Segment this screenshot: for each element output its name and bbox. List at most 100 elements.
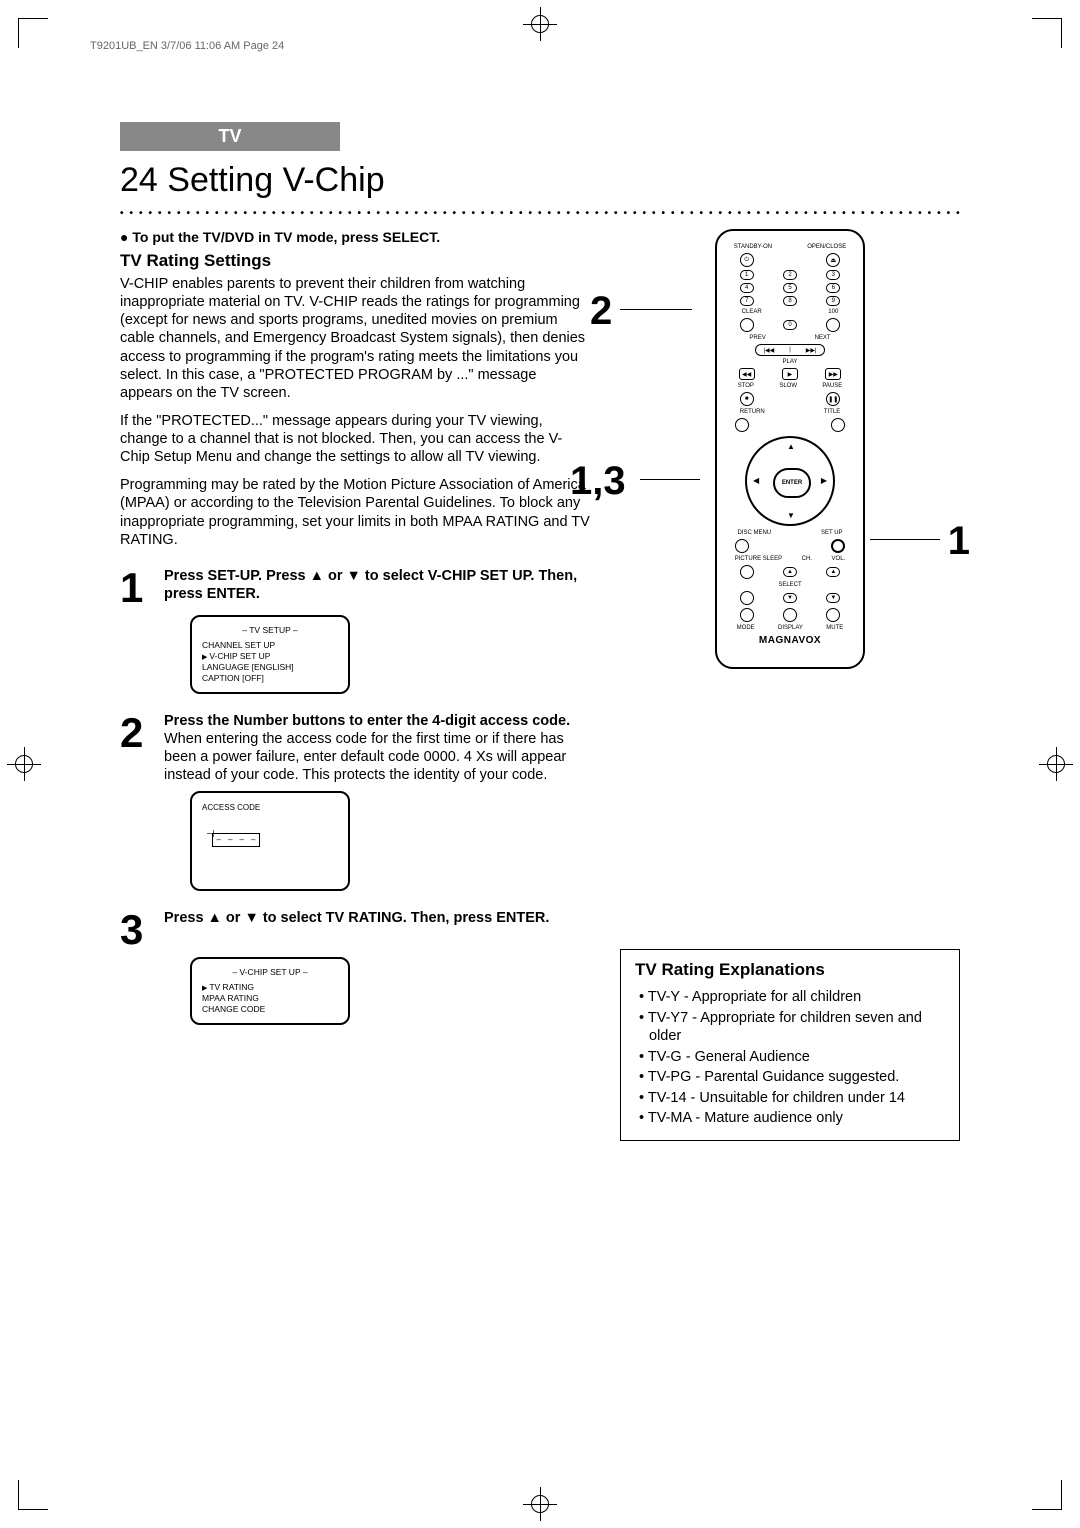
num-6: 6 xyxy=(826,283,840,293)
title-button xyxy=(831,418,845,432)
display-button xyxy=(783,608,797,622)
vol-up: ▲ xyxy=(826,567,840,577)
100-button xyxy=(826,318,840,332)
num-7: 7 xyxy=(740,296,754,306)
label: PICTURE SLEEP xyxy=(735,556,782,562)
screen-header: – TV SETUP – xyxy=(202,625,338,636)
page: T9201UB_EN 3/7/06 11:06 AM Page 24 TV 2 4… xyxy=(0,0,1080,1528)
num-8: 8 xyxy=(783,296,797,306)
label: VOL. xyxy=(832,556,846,562)
step-bold: Press ▲ or ▼ to select TV RATING. Then, … xyxy=(164,910,549,926)
num-9: 9 xyxy=(826,296,840,306)
label: TITLE xyxy=(824,409,840,415)
callout-line xyxy=(870,539,940,540)
screen-line: CHANGE CODE xyxy=(202,1004,338,1015)
callout-2: 2 xyxy=(590,289,612,334)
registration-mark xyxy=(1047,755,1065,773)
label: PAUSE xyxy=(822,383,842,389)
num-2: 2 xyxy=(783,270,797,280)
label: PLAY xyxy=(783,359,798,365)
mute-button xyxy=(826,608,840,622)
screen-line: LANGUAGE [ENGLISH] xyxy=(202,662,338,673)
crop-mark xyxy=(1032,1480,1062,1510)
paragraph: If the "PROTECTED..." message appears du… xyxy=(120,412,590,466)
stop-button: ■ xyxy=(740,392,754,406)
label: CLEAR xyxy=(742,309,762,315)
num-3: 3 xyxy=(826,270,840,280)
eject-button: ⏏ xyxy=(826,253,840,267)
rew-button: ◀◀ xyxy=(739,368,755,380)
crop-mark xyxy=(18,1480,48,1510)
access-header: ACCESS CODE xyxy=(202,803,338,812)
crop-mark xyxy=(18,18,48,48)
up-arrow: ▲ xyxy=(787,442,795,451)
ff-button: ▶▶ xyxy=(825,368,841,380)
label: RETURN xyxy=(740,409,765,415)
label: SET UP xyxy=(821,530,843,536)
mode-button xyxy=(740,608,754,622)
mode-instruction: To put the TV/DVD in TV mode, press SELE… xyxy=(120,229,590,245)
rating-item: TV-14 - Unsuitable for children under 14 xyxy=(639,1089,945,1108)
remote-diagram: STANDBY-ONOPEN/CLOSE ⏻⏏ 123 456 789 CLEA… xyxy=(715,229,865,669)
step-bold: Press SET-UP. Press ▲ or ▼ to select V-C… xyxy=(164,568,577,602)
screen-line-selected: V-CHIP SET UP xyxy=(202,651,338,662)
paragraph: Programming may be rated by the Motion P… xyxy=(120,476,590,549)
tv-setup-screen: – TV SETUP – CHANNEL SET UP V-CHIP SET U… xyxy=(190,615,350,694)
label: STOP xyxy=(738,383,754,389)
rating-item: TV-G - General Audience xyxy=(639,1048,945,1067)
step-1: 1 Press SET-UP. Press ▲ or ▼ to select V… xyxy=(120,567,590,609)
vchip-setup-screen: – V-CHIP SET UP – TV RATING MPAA RATING … xyxy=(190,957,350,1025)
step-text: Press SET-UP. Press ▲ or ▼ to select V-C… xyxy=(164,567,590,609)
picture-button xyxy=(740,565,754,579)
num-5: 5 xyxy=(783,283,797,293)
content-row: To put the TV/DVD in TV mode, press SELE… xyxy=(120,229,960,1141)
setup-button xyxy=(831,539,845,553)
step-text: Press the Number buttons to enter the 4-… xyxy=(164,712,590,785)
label: MUTE xyxy=(826,625,843,631)
paragraph: V-CHIP enables parents to prevent their … xyxy=(120,275,590,402)
screen-header: – V-CHIP SET UP – xyxy=(202,967,338,978)
label: PREV xyxy=(749,335,765,341)
rating-item: TV-PG - Parental Guidance suggested. xyxy=(639,1068,945,1087)
ch-dn: ▼ xyxy=(783,593,797,603)
registration-mark xyxy=(15,755,33,773)
screen-line: CHANNEL SET UP xyxy=(202,640,338,651)
ch-up: ▲ xyxy=(783,567,797,577)
label: DISC MENU xyxy=(737,530,771,536)
label: SELECT xyxy=(778,582,801,588)
rating-item: TV-Y - Appropriate for all children xyxy=(639,988,945,1007)
left-arrow: ◀ xyxy=(753,476,759,485)
vol-dn: ▼ xyxy=(826,593,840,603)
label: OPEN/CLOSE xyxy=(807,244,846,250)
select-button xyxy=(740,591,754,605)
screen-line-selected: TV RATING xyxy=(202,982,338,993)
label: NEXT xyxy=(815,335,831,341)
step-rest: When entering the access code for the fi… xyxy=(164,731,566,783)
right-arrow: ▶ xyxy=(821,476,827,485)
label: SLOW xyxy=(779,383,797,389)
step-bold: Press the Number buttons to enter the 4-… xyxy=(164,713,570,729)
step-3: 3 Press ▲ or ▼ to select TV RATING. Then… xyxy=(120,909,590,951)
access-code-field: –––– xyxy=(212,833,260,847)
screen-line: MPAA RATING xyxy=(202,993,338,1004)
tv-badge: TV xyxy=(120,122,340,151)
rating-explanations-box: TV Rating Explanations TV-Y - Appropriat… xyxy=(620,949,960,1141)
step-number: 2 xyxy=(120,712,164,785)
rating-heading: TV Rating Explanations xyxy=(635,960,945,980)
label: CH. xyxy=(802,556,812,562)
pause-button: ❚❚ xyxy=(826,392,840,406)
dots-rule: ••••••••••••••••••••••••••••••••••••••••… xyxy=(120,208,960,219)
right-column: 2 1,3 1 STANDBY-ONOPEN/CLOSE ⏻⏏ 123 456 … xyxy=(620,229,960,1141)
num-4: 4 xyxy=(740,283,754,293)
rating-item: TV-MA - Mature audience only xyxy=(639,1109,945,1128)
left-column: To put the TV/DVD in TV mode, press SELE… xyxy=(120,229,600,1141)
rating-list: TV-Y - Appropriate for all children TV-Y… xyxy=(635,988,945,1128)
section-heading: TV Rating Settings xyxy=(120,251,590,271)
crop-mark xyxy=(1032,18,1062,48)
callout-1: 1 xyxy=(948,519,970,564)
header-print-note: T9201UB_EN 3/7/06 11:06 AM Page 24 xyxy=(90,40,1020,52)
num-0: 0 xyxy=(783,320,797,330)
step-2: 2 Press the Number buttons to enter the … xyxy=(120,712,590,785)
screen-line: CAPTION [OFF] xyxy=(202,673,338,684)
rating-item: TV-Y7 - Appropriate for children seven a… xyxy=(639,1009,945,1046)
